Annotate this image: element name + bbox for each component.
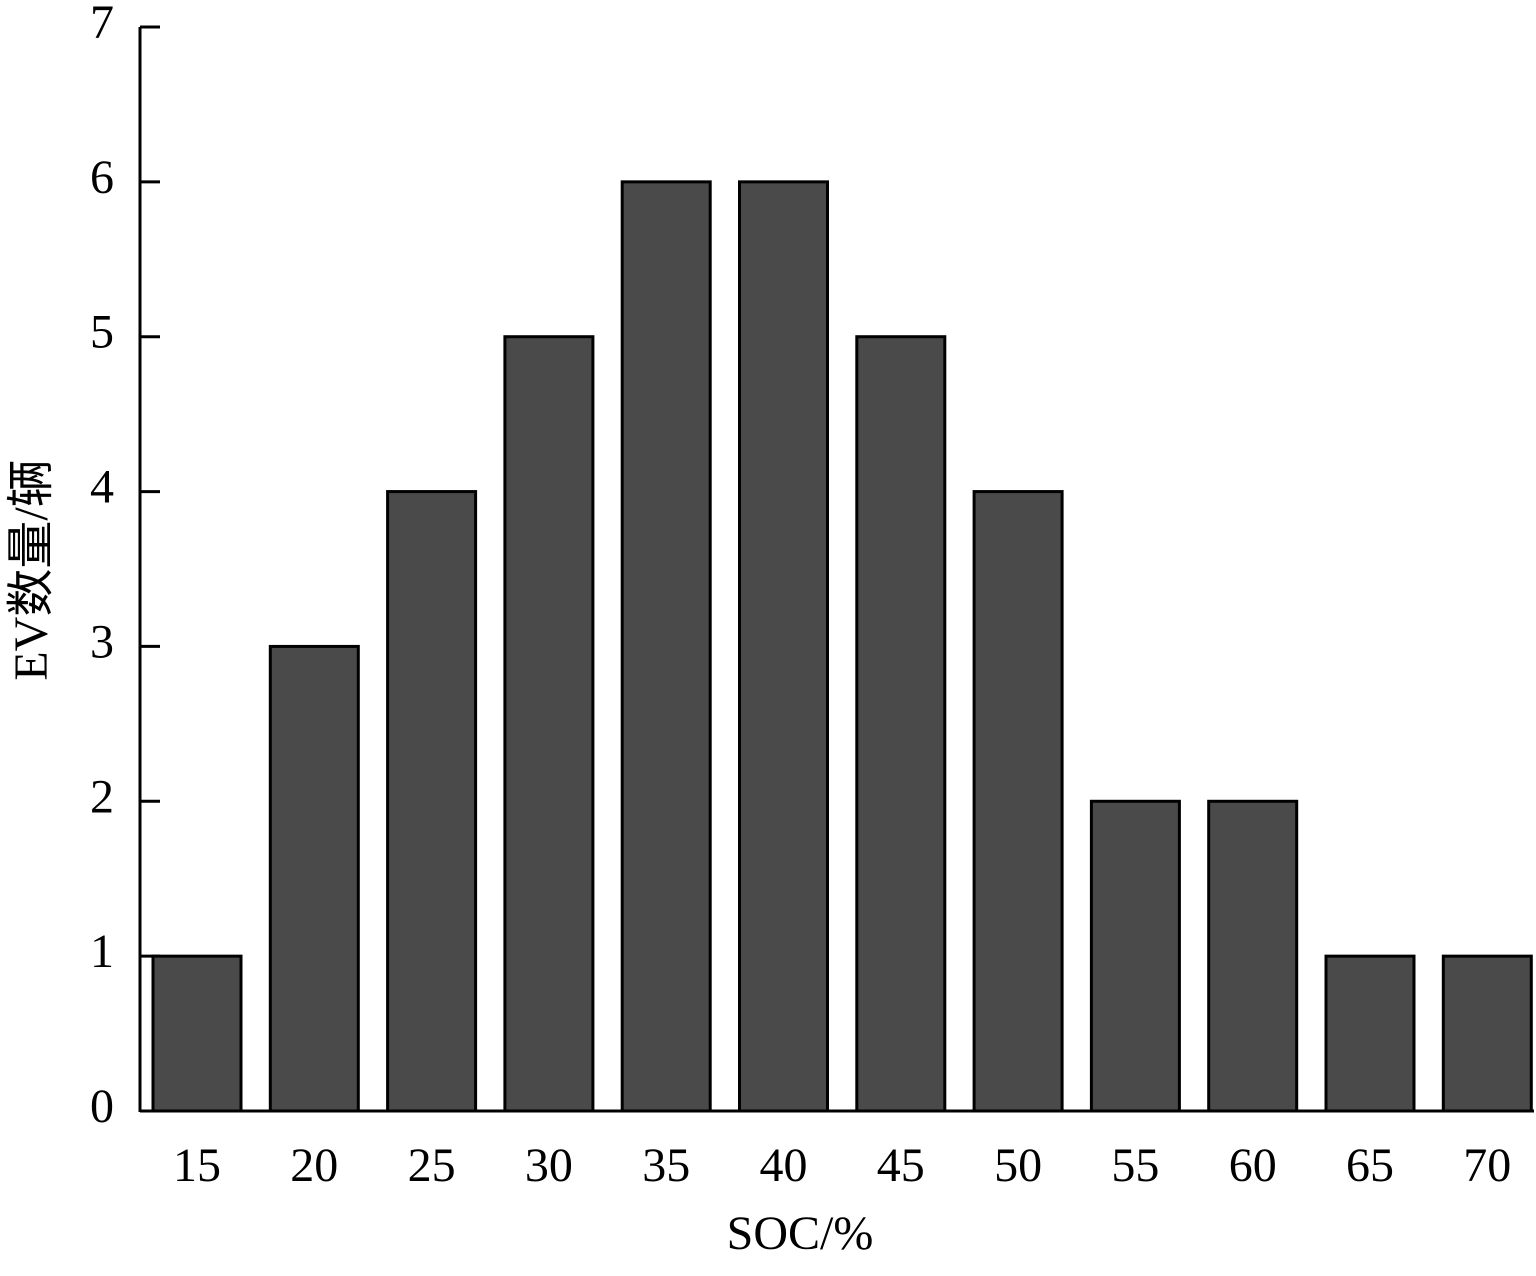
bar xyxy=(1089,799,1181,1113)
bar xyxy=(972,490,1064,1113)
y-tick-label: 0 xyxy=(90,1080,114,1133)
bar xyxy=(268,644,360,1113)
bar xyxy=(1441,954,1533,1113)
x-tick-label: 15 xyxy=(173,1139,221,1192)
x-tick-label: 30 xyxy=(525,1139,573,1192)
x-tick-label: 55 xyxy=(1111,1139,1159,1192)
bar xyxy=(1324,954,1416,1113)
x-tick-label: 35 xyxy=(642,1139,690,1192)
x-tick-label: 65 xyxy=(1346,1139,1394,1192)
x-tick-label: 25 xyxy=(408,1139,456,1192)
bar xyxy=(1207,799,1299,1113)
y-tick-label: 2 xyxy=(90,770,114,823)
x-axis-label: SOC/% xyxy=(727,1207,874,1260)
y-tick-label: 1 xyxy=(90,925,114,978)
y-tick-label: 3 xyxy=(90,615,114,668)
x-tick-label: 70 xyxy=(1463,1139,1511,1192)
bar xyxy=(738,180,829,1113)
x-tick-label: 50 xyxy=(994,1139,1042,1192)
y-tick-label: 5 xyxy=(90,306,114,359)
x-tick-label: 60 xyxy=(1229,1139,1277,1192)
y-tick-label: 4 xyxy=(90,461,114,514)
y-axis-label: EV数量/辆 xyxy=(5,459,58,680)
bar xyxy=(151,954,243,1113)
bar xyxy=(620,180,712,1113)
bar xyxy=(503,335,595,1113)
x-tick-label: 45 xyxy=(877,1139,925,1192)
y-tick-label: 7 xyxy=(90,0,114,49)
y-tick-label: 6 xyxy=(90,151,114,204)
x-tick-label: 40 xyxy=(760,1139,808,1192)
x-tick-label: 20 xyxy=(290,1139,338,1192)
bar xyxy=(855,335,947,1113)
bar xyxy=(386,490,478,1113)
